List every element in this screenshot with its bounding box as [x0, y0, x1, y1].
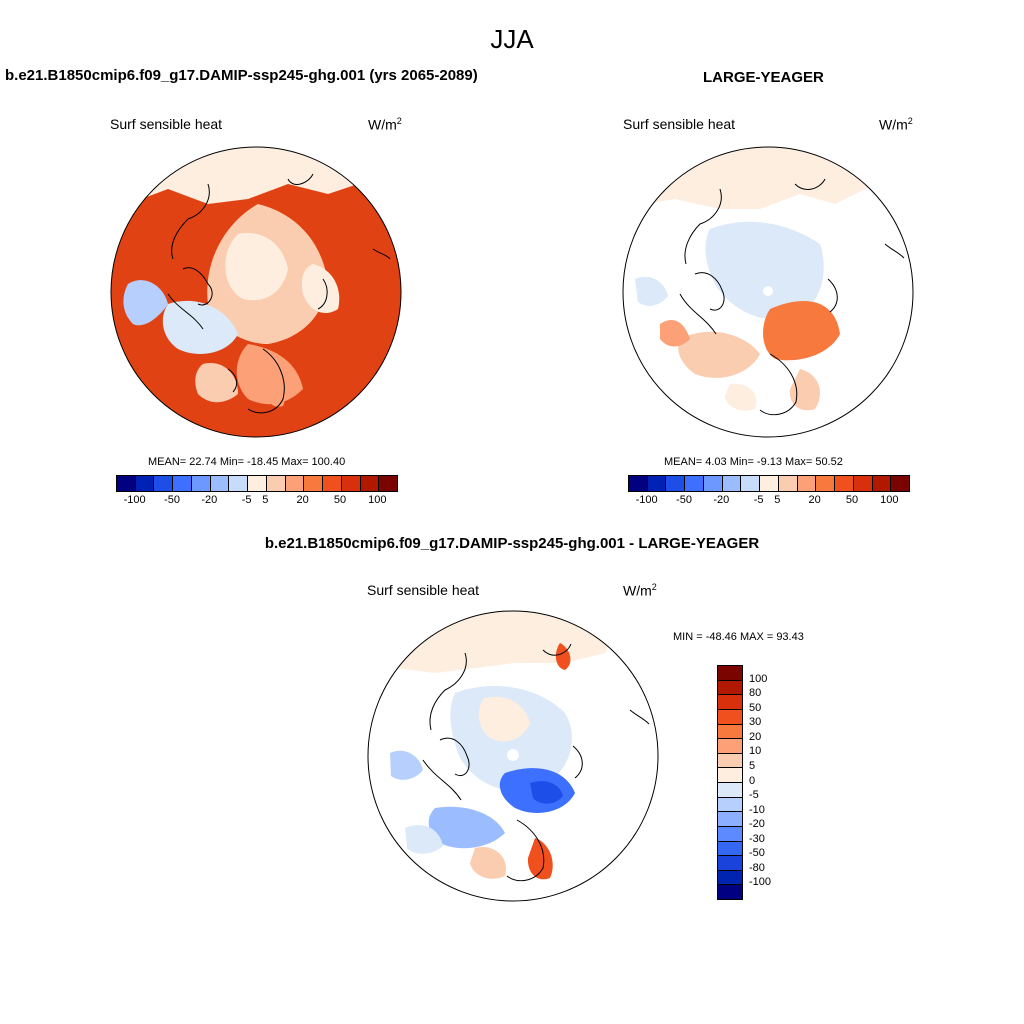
- case-panel-title: b.e21.B1850cmip6.f09_g17.DAMIP-ssp245-gh…: [5, 67, 478, 84]
- case-colorbar-tick-label: 100: [368, 494, 387, 506]
- case-colorbar-tick-label: 50: [333, 494, 347, 506]
- case-colorbar-swatch: [154, 476, 174, 491]
- diff-colorbar-tick-label: -10: [749, 803, 765, 816]
- case-stats: MEAN= 22.74 Min= -18.45 Max= 100.40: [148, 456, 346, 468]
- obs-colorbar-swatch: [647, 476, 667, 491]
- diff-colorbar-swatch: [718, 812, 742, 827]
- case-colorbar-swatch: [304, 476, 324, 491]
- case-colorbar-swatch: [210, 476, 230, 491]
- season-title: JJA: [490, 24, 534, 54]
- obs-colorbar-swatch: [760, 476, 779, 491]
- case-colorbar-tick-label: -50: [164, 494, 180, 506]
- obs-units-label: W/m2: [879, 116, 913, 133]
- diff-stats: MIN = -48.46 MAX = 93.43: [673, 631, 804, 643]
- diff-colorbar-swatch: [718, 856, 742, 871]
- diff-colorbar-swatch: [718, 753, 742, 769]
- obs-variable-label: Surf sensible heat: [623, 116, 736, 132]
- case-colorbar-tick-label: 20: [296, 494, 309, 506]
- diff-colorbar-tick-label: 100: [749, 672, 768, 685]
- diff-colorbar-tick-label: 20: [749, 730, 762, 743]
- obs-colorbar-tick-label: 20: [808, 494, 821, 506]
- case-colorbar-swatch: [323, 476, 342, 491]
- case-colorbar-swatch: [266, 476, 286, 491]
- obs-colorbar-swatch: [835, 476, 854, 491]
- case-colorbar-swatch: [191, 476, 211, 491]
- case-colorbar-swatch: [173, 476, 192, 491]
- obs-panel-title: LARGE-YEAGER: [703, 69, 824, 86]
- diff-panel-title: b.e21.B1850cmip6.f09_g17.DAMIP-ssp245-gh…: [264, 535, 760, 552]
- case-colorbar-swatch: [341, 476, 361, 491]
- obs-colorbar-swatch: [703, 476, 723, 491]
- obs-colorbar-swatch: [872, 476, 892, 491]
- obs-colorbar: [628, 475, 910, 492]
- diff-colorbar: [717, 665, 743, 900]
- diff-colorbar-tick-label: 0: [749, 774, 756, 787]
- case-colorbar-tick-label: -20: [201, 494, 218, 506]
- case-colorbar-swatch: [285, 476, 305, 491]
- obs-colorbar-swatch: [666, 476, 686, 491]
- case-colorbar-swatch: [360, 476, 380, 491]
- diff-colorbar-tick-label: 80: [749, 687, 762, 700]
- obs-colorbar-swatch: [722, 476, 742, 491]
- case-units-label: W/m2: [368, 116, 402, 133]
- diff-colorbar-swatch: [718, 739, 742, 754]
- obs-colorbar-labels: -100 -50 -20 -5 5 20 50 100: [628, 494, 908, 508]
- diff-colorbar-swatch: [718, 885, 742, 899]
- obs-colorbar-swatch: [629, 476, 648, 491]
- diff-units-label: W/m2: [623, 582, 657, 599]
- obs-colorbar-tick-label: 50: [845, 494, 859, 506]
- diff-colorbar-tick-label: -20: [749, 818, 765, 831]
- diff-colorbar-swatch: [718, 680, 742, 696]
- case-colorbar-labels: -100 -50 -20 -5 5 20 50 100: [116, 494, 396, 508]
- case-colorbar-swatch: [248, 476, 267, 491]
- diff-colorbar-tick-label: -30: [749, 832, 765, 845]
- obs-colorbar-swatch: [741, 476, 761, 491]
- diff-colorbar-swatch: [718, 709, 742, 725]
- diff-colorbar-tick-label: -80: [749, 861, 765, 874]
- diff-colorbar-swatch: [718, 826, 742, 842]
- case-colorbar-tick-label: -5: [241, 494, 252, 506]
- obs-colorbar-tick-label: -100: [635, 494, 658, 506]
- obs-colorbar-swatch: [853, 476, 873, 491]
- case-polar-map: [110, 146, 402, 438]
- obs-colorbar-tick-label: -5: [753, 494, 764, 506]
- diff-colorbar-swatch: [718, 695, 742, 710]
- diff-colorbar-swatch: [718, 797, 742, 813]
- diff-colorbar-tick-label: 10: [749, 745, 762, 758]
- diff-colorbar-tick-label: 50: [749, 701, 762, 714]
- diff-colorbar-tick-label: 30: [749, 716, 762, 729]
- diff-colorbar-swatch: [718, 666, 742, 681]
- case-colorbar-swatch: [379, 476, 398, 491]
- obs-colorbar-swatch: [816, 476, 836, 491]
- case-colorbar-swatch: [117, 476, 136, 491]
- case-colorbar-swatch: [229, 476, 249, 491]
- diff-colorbar-swatch: [718, 870, 742, 886]
- diff-colorbar-swatch: [718, 783, 742, 798]
- case-colorbar-tick-label: -100: [123, 494, 146, 506]
- case-colorbar-swatch: [135, 476, 155, 491]
- obs-colorbar-tick-label: 100: [880, 494, 899, 506]
- obs-stats: MEAN= 4.03 Min= -9.13 Max= 50.52: [664, 456, 843, 468]
- diff-colorbar-tick-label: -5: [749, 789, 759, 802]
- obs-polar-map: [622, 146, 914, 438]
- obs-colorbar-tick-label: -20: [713, 494, 730, 506]
- diff-colorbar-tick-label: -50: [749, 847, 765, 860]
- diff-colorbar-tick-label: -100: [749, 876, 772, 889]
- case-colorbar: [116, 475, 398, 492]
- obs-colorbar-swatch: [778, 476, 798, 491]
- obs-colorbar-swatch: [891, 476, 910, 491]
- obs-colorbar-swatch: [797, 476, 817, 491]
- obs-colorbar-tick-label: -50: [676, 494, 692, 506]
- obs-colorbar-tick-label: 5: [774, 494, 781, 506]
- diff-colorbar-swatch: [718, 768, 742, 783]
- diff-colorbar-swatch: [718, 724, 742, 740]
- diff-colorbar-swatch: [718, 841, 742, 857]
- diff-variable-label: Surf sensible heat: [367, 582, 480, 598]
- case-variable-label: Surf sensible heat: [110, 116, 223, 132]
- diff-colorbar-tick-label: 5: [749, 759, 756, 772]
- obs-colorbar-swatch: [685, 476, 704, 491]
- case-colorbar-tick-label: 5: [262, 494, 269, 506]
- diff-polar-map: [367, 610, 659, 902]
